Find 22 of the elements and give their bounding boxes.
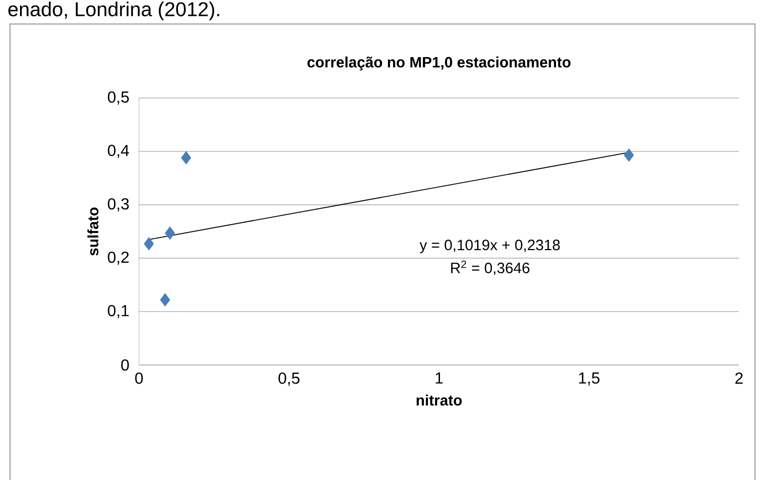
x-tick-label: 1,5 bbox=[579, 372, 600, 386]
point bbox=[624, 148, 634, 162]
text: enado, Londrina (2012). bbox=[8, 2, 220, 20]
chart-title: correlação no MP1,0 estacionamento bbox=[307, 56, 571, 70]
x-tick-label: 2 bbox=[735, 372, 743, 384]
y-tick-label: 0,2 bbox=[108, 252, 129, 265]
y-tick-label: 0 bbox=[121, 359, 129, 371]
point bbox=[164, 226, 175, 240]
point bbox=[144, 237, 154, 250]
x-axis-title: nitrato bbox=[416, 394, 462, 406]
y-tick-label: 0,3 bbox=[108, 198, 129, 212]
point bbox=[181, 151, 192, 165]
y-tick-label: 0,1 bbox=[108, 304, 129, 318]
y-axis-title: sulfato bbox=[87, 208, 98, 256]
x-tick-label: 0 bbox=[135, 372, 143, 384]
y-tick-label: 0,5 bbox=[108, 91, 129, 105]
y-tick-label: 0,4 bbox=[108, 144, 130, 158]
x-tick-label: 0,5 bbox=[278, 372, 300, 386]
point bbox=[160, 293, 170, 307]
annotation: y = 0,1019x + 0,2318 bbox=[420, 240, 560, 254]
x-tick-label: 1 bbox=[436, 372, 443, 384]
annotation: R$^{2}$ = 0,3646 bbox=[451, 260, 530, 276]
